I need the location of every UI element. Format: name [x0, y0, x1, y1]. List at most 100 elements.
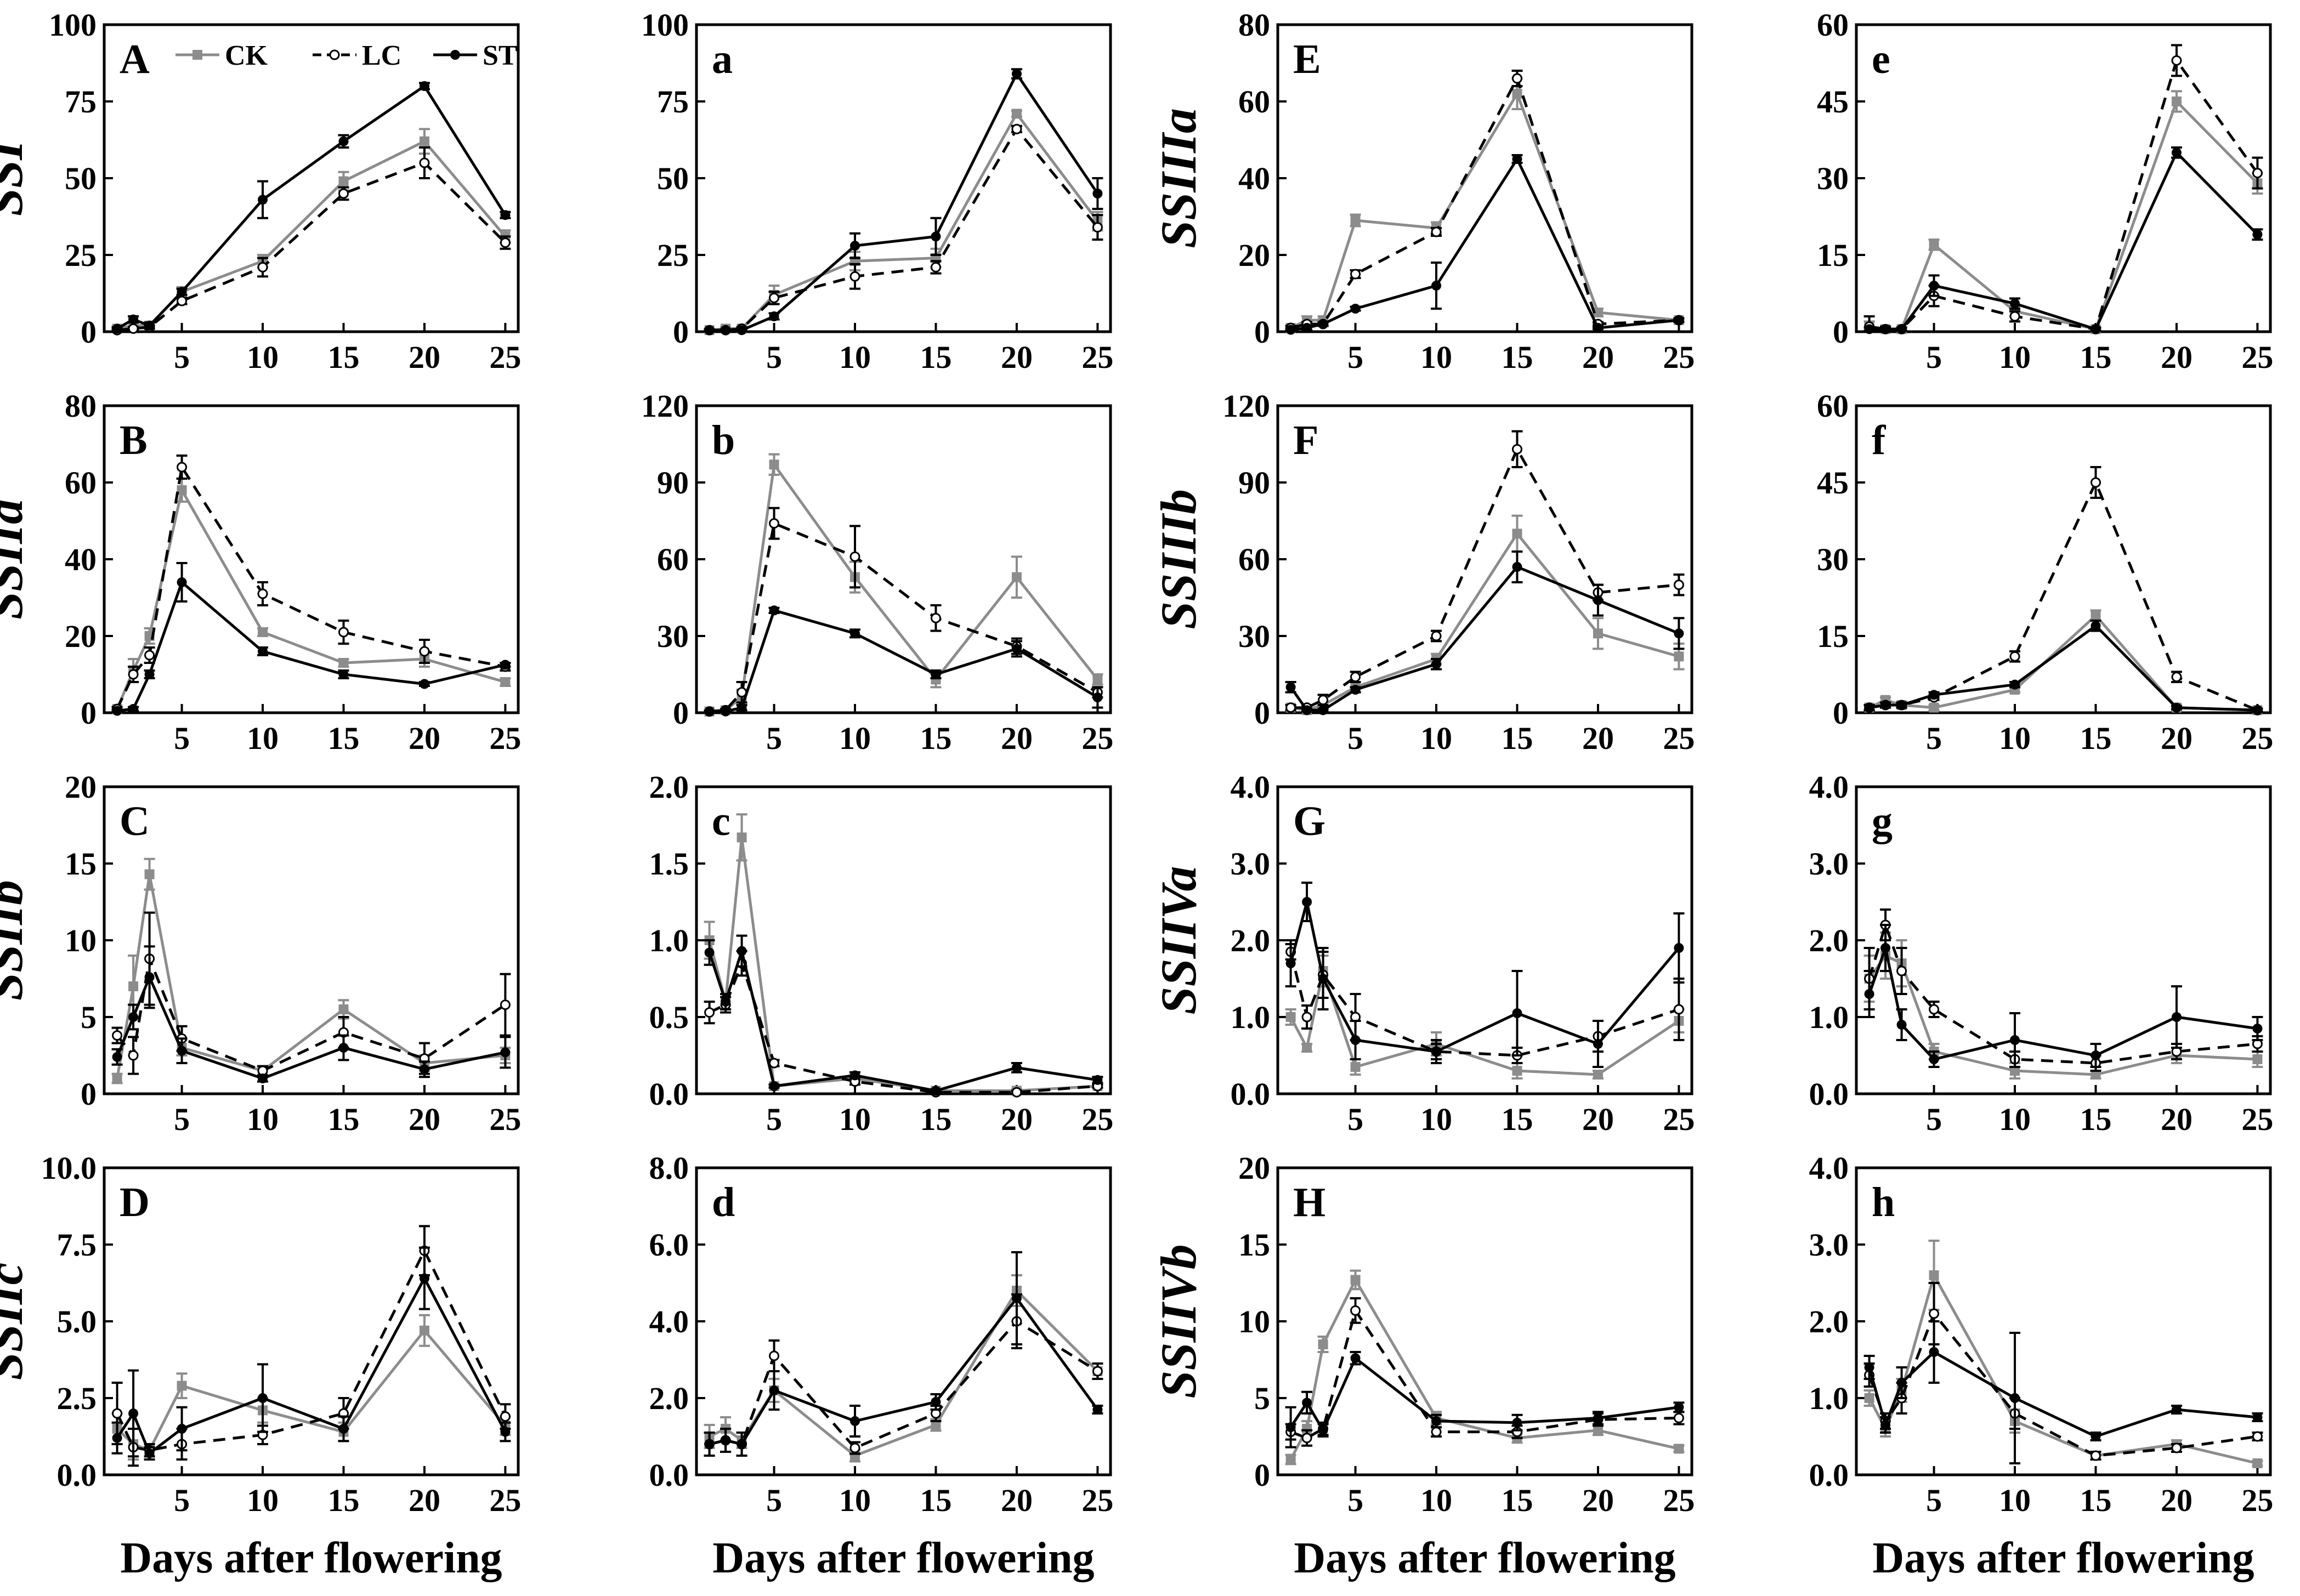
panel-letter: G	[1293, 798, 1325, 844]
y-tick-label: 25	[657, 237, 689, 273]
y-tick-label: 15	[1817, 618, 1849, 654]
series-line-CK	[1289, 969, 1680, 1076]
data-point	[1092, 222, 1103, 233]
y-tick-label: 5	[81, 999, 97, 1035]
data-point	[1896, 965, 1907, 976]
legend-marker	[329, 49, 340, 60]
data-point	[1350, 215, 1361, 225]
y-tick-label: 30	[1238, 618, 1270, 654]
series-line-LC	[709, 1320, 1098, 1450]
data-point	[769, 518, 780, 529]
plot-frame	[1276, 23, 1693, 333]
y-tick-label: 80	[1238, 7, 1270, 43]
y-tick-label: 3.0	[1231, 846, 1271, 882]
data-point	[1896, 700, 1907, 710]
y-tick-label: 1.5	[649, 846, 689, 882]
x-tick-label: 20	[409, 1483, 440, 1518]
y-tick-label: 30	[1817, 161, 1849, 196]
series-ST	[704, 1251, 1103, 1457]
series-line-ST	[116, 84, 507, 330]
data-point	[2091, 621, 2101, 631]
y-tick-label: 90	[657, 465, 689, 501]
data-point	[704, 1439, 715, 1449]
data-point	[1593, 595, 1603, 605]
series-ST	[1285, 882, 1685, 1068]
data-point	[1318, 695, 1329, 706]
y-tick-label: 8.0	[649, 1150, 689, 1186]
plot-frame	[695, 23, 1112, 333]
series-line-LC	[1290, 447, 1679, 709]
data-point	[128, 669, 139, 680]
x-tick-label: 5	[766, 720, 782, 756]
y-axis-label: SSIIVb	[1151, 1244, 1206, 1398]
x-tick-label: 25	[489, 339, 521, 375]
data-point	[338, 1424, 349, 1434]
data-point	[1512, 562, 1522, 572]
x-tick-label: 5	[174, 1101, 190, 1137]
data-point	[257, 262, 268, 272]
data-point	[737, 946, 747, 956]
data-point	[128, 323, 139, 334]
data-point	[177, 577, 187, 587]
panel-C: 0 5 10 15 20 5 10 15 20 25 SSIIb C	[0, 769, 521, 1137]
series-line-CK	[116, 873, 506, 1079]
x-tick-label: 20	[1582, 339, 1614, 375]
x-tick-label: 15	[327, 339, 359, 375]
data-point	[1674, 943, 1684, 953]
data-point	[419, 157, 430, 168]
series-line-LC	[1868, 1312, 2258, 1457]
y-tick-label: 0	[1254, 314, 1270, 350]
y-tick-label: 3.0	[1809, 846, 1849, 882]
data-point	[769, 459, 779, 470]
y-tick-label: 4.0	[649, 1304, 689, 1339]
y-tick-label: 0.0	[649, 1076, 689, 1112]
series-line-LC	[117, 161, 507, 332]
series-ST	[1863, 1320, 2263, 1464]
y-tick-label: 30	[1817, 542, 1849, 577]
y-axis-label: SSIIb	[0, 880, 33, 1001]
data-point	[2171, 96, 2182, 106]
data-point	[1318, 319, 1328, 329]
data-point	[2252, 1024, 2263, 1033]
panel-e: 0 15 30 45 60 5 10 15 20 25 e	[1817, 7, 2273, 375]
data-point	[1593, 628, 1603, 639]
legend-label-LC: LC	[362, 40, 401, 71]
legend-marker	[450, 50, 460, 60]
data-point	[931, 669, 941, 679]
series-line-CK	[709, 112, 1099, 332]
data-point	[338, 136, 349, 146]
plot-frame	[1855, 404, 2272, 714]
y-tick-label: 4.0	[1809, 769, 1849, 805]
data-point	[1350, 1062, 1361, 1072]
series-line-LC	[116, 465, 506, 710]
data-point	[721, 1435, 731, 1445]
series-line-ST	[117, 581, 506, 712]
y-tick-label: 45	[1817, 84, 1849, 120]
data-point	[1350, 1305, 1361, 1316]
series-CK	[704, 1274, 1103, 1463]
series-LC	[704, 123, 1103, 336]
x-tick-label: 10	[1999, 339, 2031, 375]
x-tick-label: 5	[1347, 1483, 1363, 1518]
data-point	[257, 588, 268, 599]
series-CK	[111, 857, 511, 1084]
data-point	[419, 1273, 429, 1283]
data-point	[338, 176, 349, 186]
series-ST	[111, 1246, 511, 1461]
x-tick-label: 20	[2161, 1101, 2193, 1137]
y-tick-label: 75	[657, 84, 689, 120]
data-point	[704, 947, 715, 958]
data-point	[2252, 168, 2263, 179]
x-tick-label: 25	[2241, 1483, 2273, 1518]
data-point	[769, 605, 779, 616]
series-line-ST	[709, 72, 1099, 332]
legend-label-ST: ST	[483, 40, 518, 71]
y-axis-label: SSI	[0, 139, 33, 216]
plot-frame	[1276, 404, 1693, 714]
y-tick-label: 0.5	[649, 999, 689, 1035]
data-point	[2252, 1458, 2263, 1468]
data-point	[338, 627, 349, 638]
plot-frame	[103, 1166, 520, 1476]
panel-letter: a	[712, 36, 733, 82]
y-tick-label: 20	[1238, 1150, 1270, 1186]
